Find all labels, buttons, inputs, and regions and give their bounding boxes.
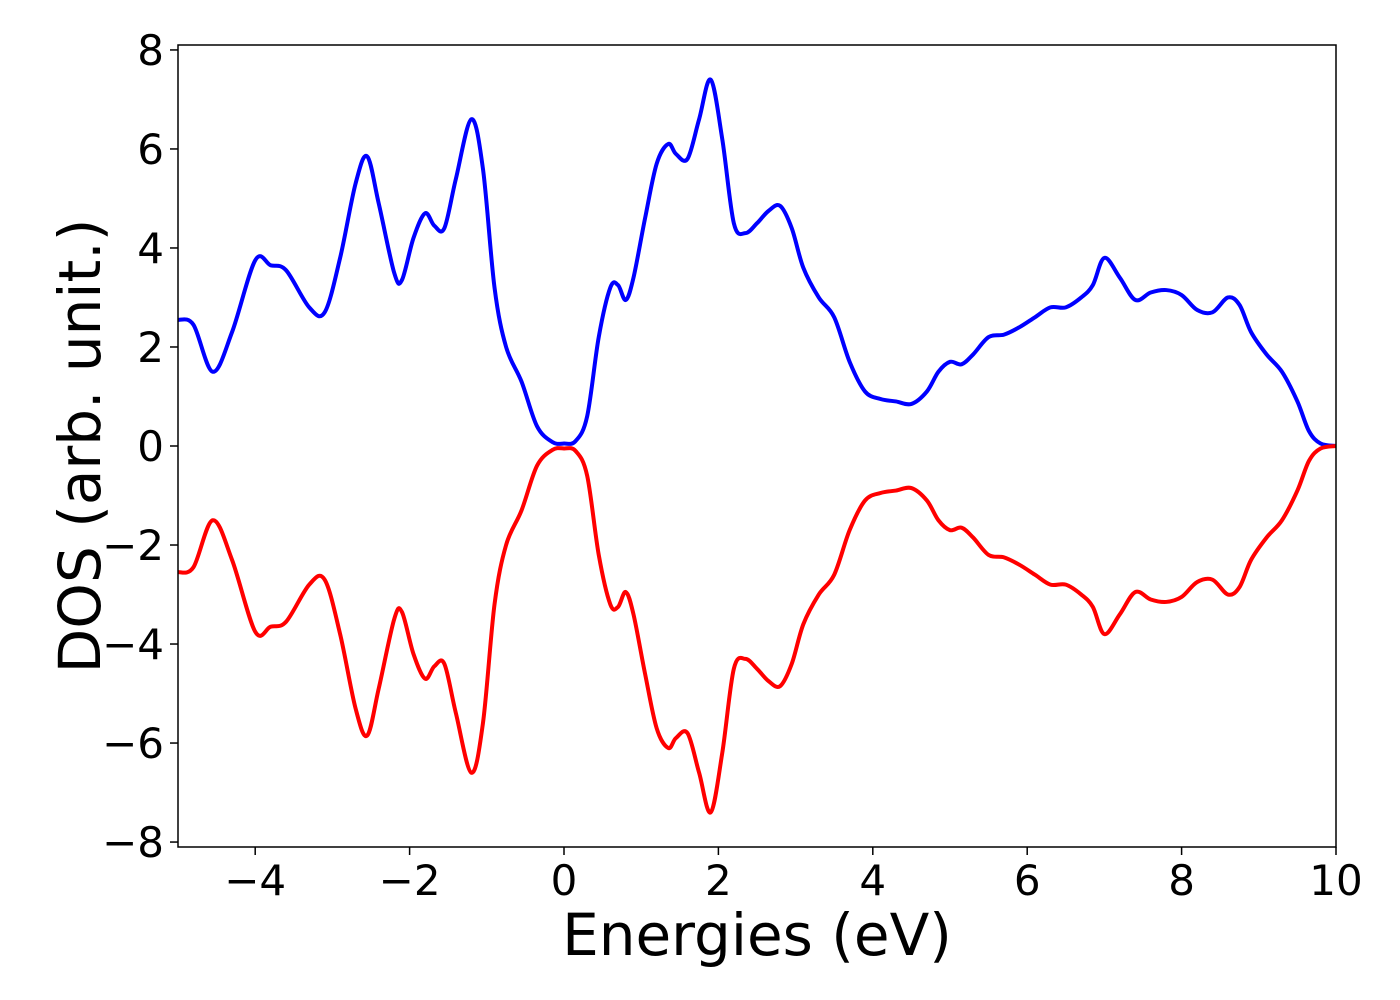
- x-axis-label: Energies (eV): [562, 901, 952, 969]
- y-tick-label: −6: [102, 719, 164, 768]
- x-tick-label: 10: [1309, 856, 1362, 905]
- x-tick-label: 0: [551, 856, 578, 905]
- y-axis-label: DOS (arb. unit.): [46, 219, 114, 674]
- y-tick-label: 6: [137, 125, 164, 174]
- y-tick-label: 8: [137, 26, 164, 75]
- series-line-2: [177, 444, 1337, 815]
- y-tick-label: −4: [102, 620, 164, 669]
- y-tick-label: 4: [137, 224, 164, 273]
- y-tick-label: 0: [137, 422, 164, 471]
- y-tick-label: 2: [137, 323, 164, 372]
- y-tick-label: −2: [102, 521, 164, 570]
- x-tick-label: 6: [1014, 856, 1041, 905]
- x-tick-label: −2: [379, 856, 441, 905]
- x-tick-label: 8: [1168, 856, 1195, 905]
- x-tick-label: 2: [705, 856, 732, 905]
- x-tick-label: −4: [224, 856, 286, 905]
- x-axis-ticks: −4 −2 0 2 4 6 8 10: [224, 847, 1363, 905]
- x-tick-label: 4: [859, 856, 886, 905]
- plot-frame: [177, 44, 1337, 848]
- y-tick-label: −8: [102, 818, 164, 867]
- series-line-1: [177, 77, 1337, 448]
- series-layer: [177, 77, 1337, 815]
- y-axis-ticks: 8 6 4 2 0 −2 −4 −6 −8: [102, 26, 178, 867]
